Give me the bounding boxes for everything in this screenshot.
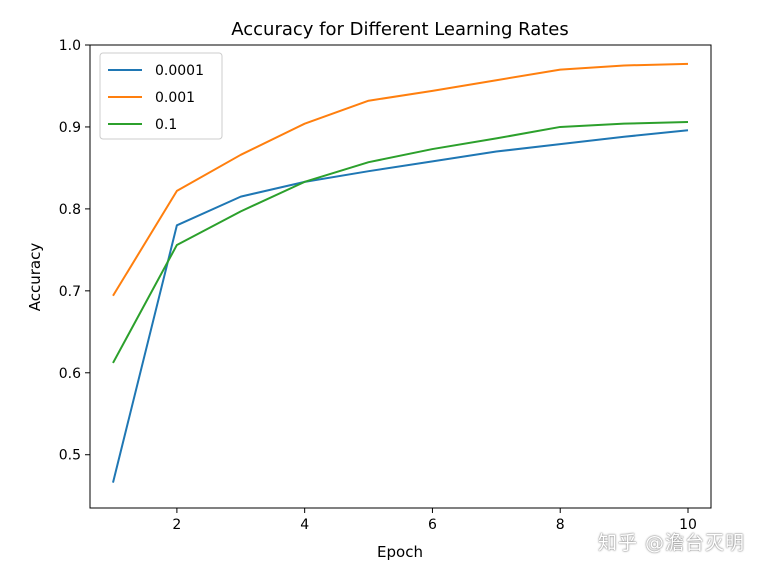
x-tick-label: 10 [679,517,697,533]
series-line-0.1 [112,121,689,364]
watermark: 知乎 @澹台灭明 [597,532,745,554]
y-tick-label: 1.0 [59,38,81,54]
legend-label-0.0001: 0.0001 [155,63,204,79]
legend: 0.0001 0.001 0.1 [99,52,223,140]
y-axis-label: Accuracy [26,243,44,312]
legend-label-0.1: 0.1 [155,117,177,133]
y-tick-label: 0.6 [59,366,81,382]
series-layer [112,62,689,483]
series-line-0.001 [112,62,689,297]
plot-area-frame [89,44,712,509]
x-tick-label: 8 [556,517,565,533]
x-axis-ticks: 2 4 6 8 10 [172,508,697,533]
y-tick-label: 0.9 [59,120,81,136]
x-tick-label: 2 [172,517,181,533]
legend-box [99,52,223,140]
y-tick-label: 0.7 [59,284,81,300]
x-tick-label: 6 [428,517,437,533]
chart-title: Accuracy for Different Learning Rates [231,19,569,40]
series-line-0.0001 [112,129,689,483]
y-axis-ticks: 0.5 0.6 0.7 0.8 0.9 1.0 [59,38,90,464]
x-tick-label: 4 [300,517,309,533]
x-axis-label: Epoch [377,543,423,561]
y-tick-label: 0.5 [59,448,81,464]
legend-label-0.001: 0.001 [155,90,195,106]
y-tick-label: 0.8 [59,202,81,218]
legend-items: 0.0001 0.001 0.1 [108,63,204,133]
